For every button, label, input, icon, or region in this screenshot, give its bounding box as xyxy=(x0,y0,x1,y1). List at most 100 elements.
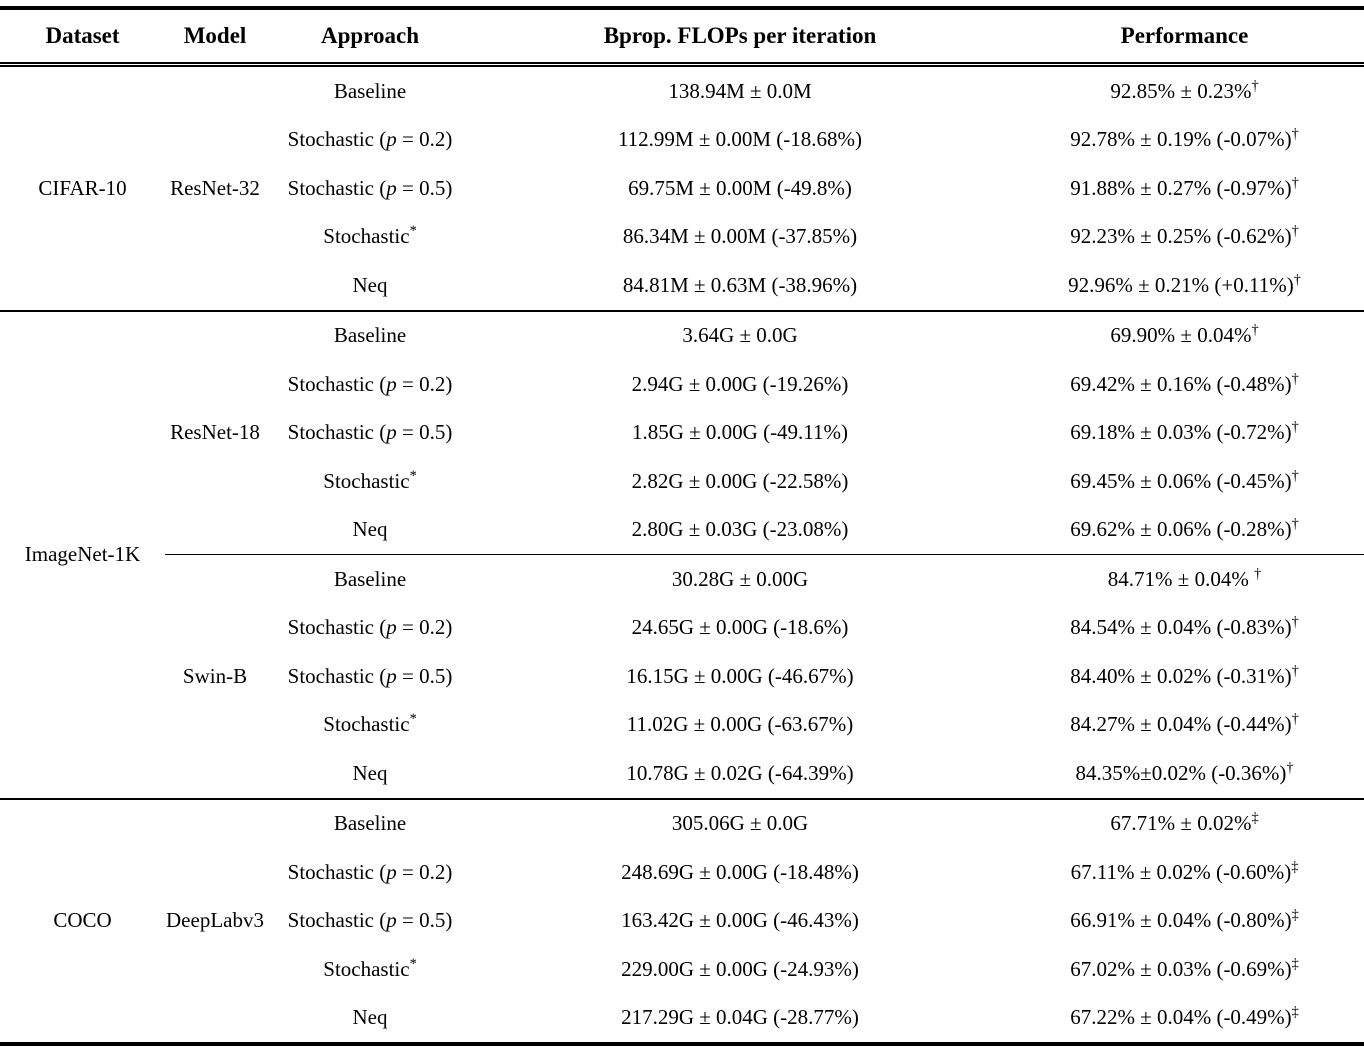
model-cell: DeepLabv3 xyxy=(165,797,265,1044)
header-row: Dataset Model Approach Bprop. FLOPs per … xyxy=(0,8,1364,67)
table-row: Stochastic* 229.00G ± 0.00G (-24.93%) 67.0… xyxy=(0,945,1364,994)
asterisk-mark: * xyxy=(409,223,417,240)
flops-cell: 217.29G ± 0.04G (-28.77%) xyxy=(621,1005,859,1030)
table-header: Dataset Model Approach Bprop. FLOPs per … xyxy=(0,8,1364,67)
table-row: Stochastic (p = 0.5) 16.15G ± 0.00G (-46.… xyxy=(0,652,1364,701)
approach-cell: Stochastic* xyxy=(323,711,417,737)
performance-cell: 92.96% ± 0.21% (+0.11%)† xyxy=(1068,271,1301,297)
math-variable: p xyxy=(386,420,397,445)
table-row: Stochastic (p = 0.5) 69.75M ± 0.00M (-49.… xyxy=(0,164,1364,213)
dagger-mark: † xyxy=(1291,419,1299,436)
math-variable: p xyxy=(386,615,397,640)
dagger-mark: † xyxy=(1251,77,1259,94)
dagger-mark: † xyxy=(1291,370,1299,387)
dataset-cell: CIFAR-10 xyxy=(38,175,127,200)
approach-cell: Neq xyxy=(352,517,388,542)
math-variable: p xyxy=(386,127,397,152)
performance-cell: 84.54% ± 0.04% (-0.83%)† xyxy=(1070,614,1299,640)
performance-cell: 67.02% ± 0.03% (-0.69%)‡ xyxy=(1070,955,1299,981)
dagger-mark: † xyxy=(1286,759,1294,776)
performance-cell: 69.62% ± 0.06% (-0.28%)† xyxy=(1070,516,1299,542)
header-dataset: Dataset xyxy=(0,8,165,67)
table-row: Stochastic (p = 0.2) 112.99M ± 0.00M (-18… xyxy=(0,116,1364,165)
performance-cell: 92.23% ± 0.25% (-0.62%)† xyxy=(1070,223,1299,249)
approach-cell: Baseline xyxy=(265,309,475,360)
performance-cell: 92.85% ± 0.23%† xyxy=(1110,77,1259,103)
performance-cell: 69.90% ± 0.04%† xyxy=(1005,309,1364,360)
performance-cell: 92.78% ± 0.19% (-0.07%)† xyxy=(1070,126,1299,152)
dagger-mark: † xyxy=(1291,516,1299,533)
dataset-cell: COCO xyxy=(0,797,165,1044)
math-variable: p xyxy=(386,859,397,884)
flops-cell: 112.99M ± 0.00M (-18.68%) xyxy=(617,127,863,152)
dagger-mark: ‡ xyxy=(1291,1004,1299,1021)
flops-cell: 138.94M ± 0.0M xyxy=(668,78,812,103)
table-row: Neq 84.81M ± 0.63M (-38.96%) 92.96% ± 0.21… xyxy=(0,261,1364,311)
model-cell: ResNet-32 xyxy=(170,175,260,200)
performance-cell: 84.27% ± 0.04% (-0.44%)† xyxy=(1070,711,1299,737)
table-row: Stochastic* 2.82G ± 0.00G (-22.58%) 69.45%… xyxy=(0,457,1364,506)
asterisk-mark: * xyxy=(409,711,417,728)
performance-cell: 91.88% ± 0.27% (-0.97%)† xyxy=(1070,174,1299,200)
dagger-mark: † xyxy=(1291,467,1299,484)
performance-cell: 69.42% ± 0.16% (-0.48%)† xyxy=(1070,370,1299,396)
dagger-mark: † xyxy=(1254,565,1262,582)
header-bprop-flops: Bprop. FLOPs per iteration xyxy=(475,8,1005,67)
approach-cell: Stochastic (p = 0.2) xyxy=(287,127,453,152)
table-row: Neq 10.78G ± 0.02G (-64.39%) 84.35%±0.02% … xyxy=(0,749,1364,799)
table-row: Stochastic (p = 0.2) 248.69G ± 0.00G (-18… xyxy=(0,848,1364,897)
approach-cell: Neq xyxy=(352,272,388,297)
flops-cell: 2.94G ± 0.00G (-19.26%) xyxy=(631,371,849,396)
approach-cell: Stochastic (p = 0.5) xyxy=(287,908,453,933)
flops-cell: 248.69G ± 0.00G (-18.48%) xyxy=(621,859,859,884)
asterisk-mark: * xyxy=(409,467,417,484)
dagger-mark: ‡ xyxy=(1291,955,1299,972)
flops-cell: 16.15G ± 0.00G (-46.67%) xyxy=(626,663,854,688)
flops-cell: 10.78G ± 0.02G (-64.39%) xyxy=(626,760,854,785)
table-row: Neq 2.80G ± 0.03G (-23.08%) 69.62% ± 0.06%… xyxy=(0,506,1364,555)
flops-cell: 305.06G ± 0.0G xyxy=(475,797,1005,848)
math-variable: p xyxy=(386,663,397,688)
math-variable: p xyxy=(386,908,397,933)
table-row: Stochastic* 11.02G ± 0.00G (-63.67%) 84.27… xyxy=(0,701,1364,750)
dagger-mark: † xyxy=(1293,271,1301,288)
dagger-mark: † xyxy=(1291,614,1299,631)
approach-cell: Stochastic* xyxy=(323,223,417,249)
header-model: Model xyxy=(165,8,265,67)
performance-cell: 67.22% ± 0.04% (-0.49%)‡ xyxy=(1070,1004,1299,1030)
dagger-mark: † xyxy=(1291,223,1299,240)
flops-cell: 2.80G ± 0.03G (-23.08%) xyxy=(631,517,849,542)
table-row: CIFAR-10 ResNet-32 Baseline 138.94M ± 0.0M 9… xyxy=(0,65,1364,200)
performance-cell: 84.71% ± 0.04% † xyxy=(1005,554,1364,604)
results-table: Dataset Model Approach Bprop. FLOPs per … xyxy=(0,6,1364,1046)
flops-cell: 1.85G ± 0.00G (-49.11%) xyxy=(631,420,849,445)
approach-cell: Stochastic (p = 0.5) xyxy=(287,175,453,200)
approach-cell: Neq xyxy=(352,760,388,785)
table-row: Stochastic (p = 0.2) 24.65G ± 0.00G (-18.… xyxy=(0,604,1364,653)
performance-cell: 69.18% ± 0.03% (-0.72%)† xyxy=(1070,419,1299,445)
approach-cell: Stochastic (p = 0.2) xyxy=(287,615,453,640)
approach-cell: Stochastic (p = 0.5) xyxy=(287,420,453,445)
model-cell: ResNet-18 xyxy=(165,309,265,555)
flops-cell: 163.42G ± 0.00G (-46.43%) xyxy=(621,908,859,933)
performance-cell: 67.71% ± 0.02%‡ xyxy=(1005,797,1364,848)
header-approach: Approach xyxy=(265,8,475,67)
header-performance: Performance xyxy=(1005,8,1364,67)
dataset-cell: ImageNet-1K xyxy=(0,309,165,799)
flops-cell: 3.64G ± 0.0G xyxy=(475,309,1005,360)
table-row: COCO DeepLabv3 Baseline 305.06G ± 0.0G 67.71… xyxy=(0,797,1364,1044)
table-row: Stochastic (p = 0.2) 2.94G ± 0.00G (-19.2… xyxy=(0,360,1364,409)
approach-cell: Baseline xyxy=(333,78,407,103)
table-row: Neq 217.29G ± 0.04G (-28.77%) 67.22% ± 0.0… xyxy=(0,994,1364,1045)
dagger-mark: † xyxy=(1291,174,1299,191)
approach-cell: Stochastic (p = 0.2) xyxy=(287,859,453,884)
table-row: ImageNet-1K ResNet-18 Baseline 3.64G ± 0.0G… xyxy=(0,309,1364,799)
approach-cell: Baseline xyxy=(265,554,475,604)
dagger-mark: † xyxy=(1291,711,1299,728)
table-row: Stochastic* 86.34M ± 0.00M (-37.85%) 92.23… xyxy=(0,213,1364,262)
model-cell: Swin-B xyxy=(165,554,265,799)
math-variable: p xyxy=(386,371,397,396)
approach-cell: Stochastic (p = 0.5) xyxy=(287,663,453,688)
approach-cell: Stochastic* xyxy=(323,467,417,493)
